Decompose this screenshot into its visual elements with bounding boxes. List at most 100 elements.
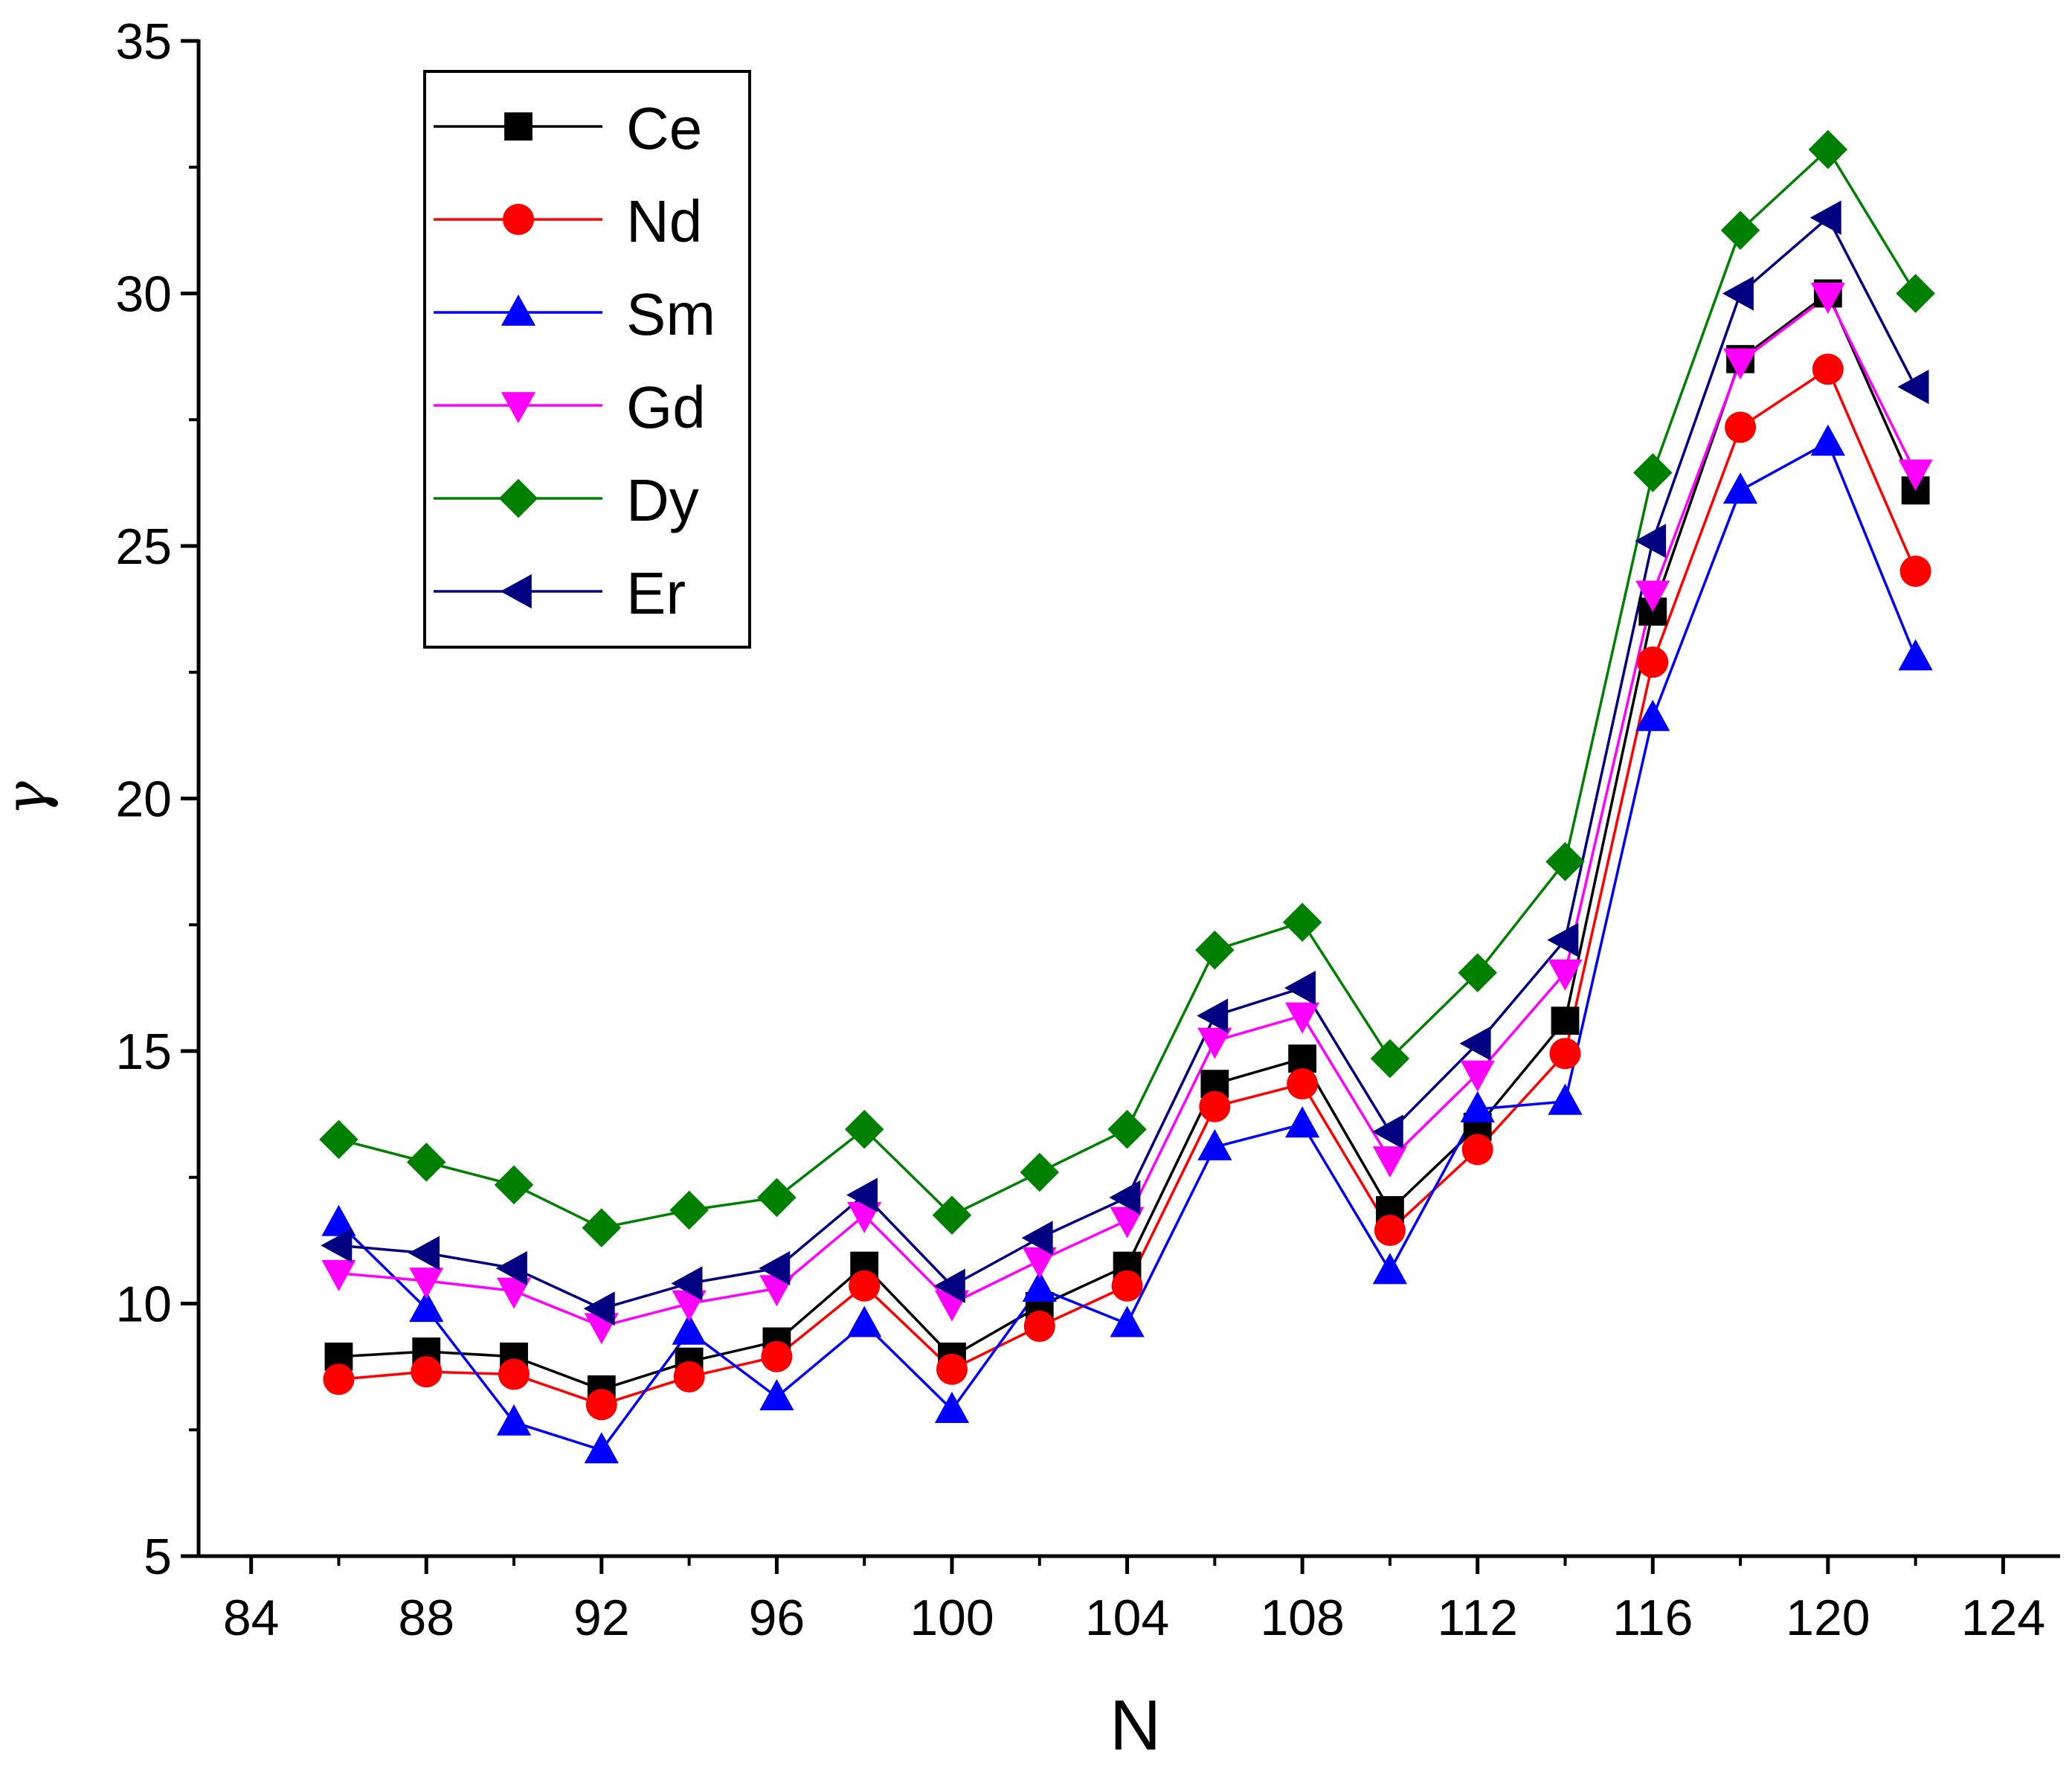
data-point-dy [1633, 453, 1673, 492]
data-point-er [583, 1291, 615, 1326]
axes: 5 10 15 20 25 30 35 84 88 92 96 100 104 108 112 116 120 1… [0, 13, 2060, 1765]
data-point-nd [1461, 1134, 1493, 1166]
series-markers-dy [319, 129, 1935, 1247]
data-point-gd [759, 1275, 794, 1307]
y-tick-label: 10 [115, 1276, 172, 1333]
data-point-er [1371, 1114, 1403, 1149]
data-point-sm [1810, 424, 1845, 456]
data-point-gd [1285, 1002, 1320, 1034]
data-point-dy [1195, 930, 1235, 970]
data-point-dy [582, 1208, 622, 1247]
data-point-nd [673, 1360, 705, 1392]
data-point-er [759, 1250, 791, 1286]
data-point-nd [1899, 555, 1931, 587]
data-point-sm [321, 1204, 356, 1236]
data-point-dy [932, 1195, 972, 1235]
data-point-sm [759, 1378, 794, 1410]
data-point-er [1459, 1026, 1491, 1061]
data-point-nd [761, 1340, 793, 1372]
data-point-er [1722, 276, 1754, 311]
legend-label-er: Er [626, 560, 686, 626]
legend-label-ce: Ce [626, 95, 702, 161]
legend-box [423, 70, 751, 649]
data-point-dy [1545, 842, 1585, 881]
data-point-er [1809, 200, 1841, 235]
data-point-dy [844, 1109, 884, 1149]
data-point-dy [1808, 129, 1848, 170]
data-point-dy [319, 1119, 358, 1160]
data-point-nd [498, 1358, 530, 1390]
data-point-nd [1287, 1068, 1319, 1100]
x-tick-label: 108 [1260, 1590, 1344, 1646]
data-point-gd [1110, 1207, 1145, 1239]
data-point-nd [1637, 646, 1669, 678]
legend-marker-sm [501, 294, 536, 326]
data-point-sm [1372, 1253, 1408, 1285]
data-point-gd [409, 1268, 444, 1299]
legend-marker-ce [504, 112, 533, 141]
data-point-sm [1722, 472, 1758, 504]
data-point-sm [1548, 1083, 1583, 1115]
data-point-sm [1197, 1128, 1232, 1160]
series-markers-gd [321, 283, 1933, 1345]
plot-layer: 5 10 15 20 25 30 35 84 88 92 96 100 104 108 112 116 120 1… [0, 13, 2060, 1765]
x-tick-label: 92 [573, 1590, 630, 1646]
y-tick-label: 5 [144, 1529, 172, 1585]
data-point-sm [847, 1305, 882, 1337]
data-point-ce [1288, 1044, 1317, 1073]
y-tick-label: 20 [115, 771, 172, 828]
x-tick-label: 84 [223, 1590, 280, 1646]
x-axis-title: N [1110, 1686, 1161, 1765]
data-point-er [1547, 922, 1579, 957]
legend-label-gd: Gd [626, 374, 706, 440]
series-markers-nd [323, 353, 1931, 1421]
data-point-sm [1110, 1305, 1145, 1337]
y-axis-title: γ [0, 781, 60, 816]
data-point-gd [1635, 580, 1670, 612]
data-point-sm [1635, 699, 1670, 731]
data-point-nd [849, 1270, 881, 1302]
data-point-dy [1896, 274, 1935, 313]
data-point-gd [1548, 959, 1583, 991]
data-point-gd [321, 1259, 356, 1291]
legend-label-dy: Dy [626, 467, 699, 533]
data-point-dy [1282, 902, 1322, 942]
data-point-dy [1720, 211, 1760, 250]
data-point-nd [411, 1356, 443, 1388]
legend-marker-er [500, 574, 532, 609]
x-tick-label: 104 [1085, 1590, 1169, 1646]
data-point-gd [1460, 1060, 1495, 1092]
data-point-sm [672, 1313, 707, 1345]
legend-marker-dy [498, 478, 538, 518]
data-point-gd [1372, 1146, 1408, 1178]
series-markers-sm [321, 424, 1933, 1464]
x-tick-label: 100 [910, 1590, 994, 1646]
data-point-sm [409, 1291, 444, 1323]
y-tick-label: 30 [115, 266, 172, 323]
y-tick-label: 25 [115, 518, 172, 575]
data-point-nd [1549, 1038, 1581, 1070]
data-point-er [933, 1268, 965, 1303]
data-point-dy [1370, 1038, 1410, 1079]
data-point-sm [1285, 1106, 1320, 1138]
x-tick-label: 116 [1612, 1590, 1693, 1646]
data-point-nd [585, 1389, 617, 1421]
data-point-nd [1199, 1090, 1231, 1122]
data-point-er [1284, 971, 1316, 1006]
data-point-er [1635, 524, 1667, 559]
data-point-sm [584, 1432, 619, 1464]
data-point-dy [1020, 1152, 1060, 1192]
data-point-nd [323, 1363, 355, 1395]
data-point-er [1109, 1180, 1141, 1215]
data-point-gd [1810, 283, 1845, 315]
legend-marker-gd [501, 392, 536, 424]
data-point-sm [934, 1391, 970, 1423]
data-point-dy [669, 1190, 709, 1230]
data-point-er [1021, 1221, 1053, 1256]
data-point-nd [1812, 353, 1844, 385]
data-point-nd [1111, 1270, 1143, 1302]
data-point-er [1897, 370, 1929, 405]
data-point-er [671, 1266, 703, 1301]
data-point-dy [1458, 953, 1497, 993]
data-point-sm [1460, 1090, 1495, 1122]
